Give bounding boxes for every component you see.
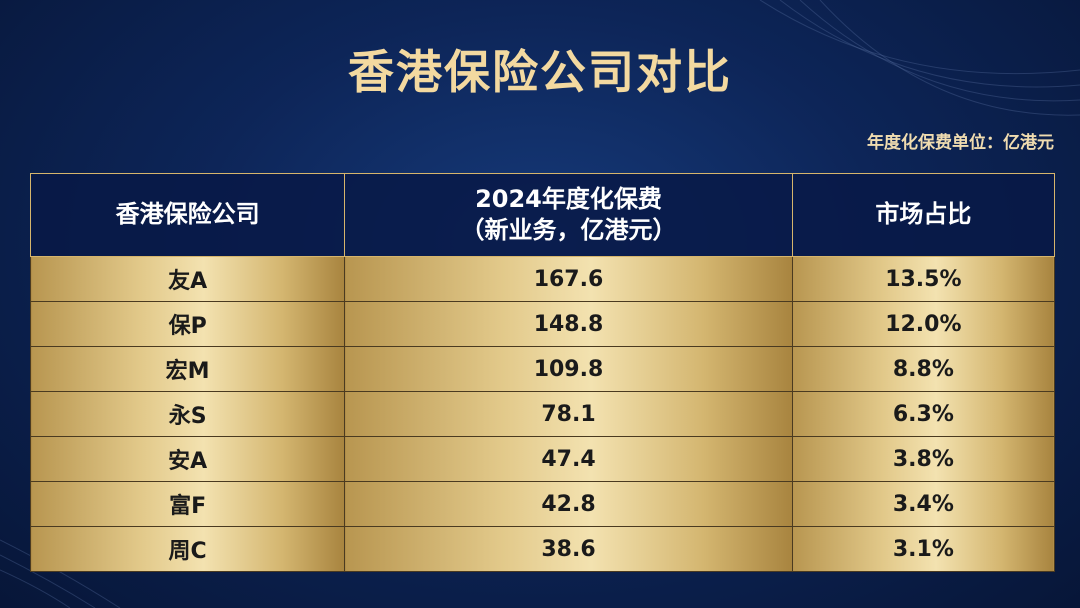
- column-header: 香港保险公司: [29, 173, 346, 257]
- table-cell: 3.8%: [791, 436, 1056, 482]
- comparison-table: 香港保险公司 2024年度化保费 （新业务，亿港元） 市场占比 友A 167.6 13.5…: [29, 173, 1056, 572]
- table-cell: 12.0%: [791, 301, 1056, 347]
- table-cell: 安A: [29, 436, 346, 482]
- table-cell: 富F: [29, 481, 346, 527]
- table-cell: 周C: [29, 526, 346, 572]
- title: 香港保险公司对比: [348, 45, 732, 99]
- table-cell: 6.3%: [791, 391, 1056, 437]
- table-row: 永S 78.1 6.3%: [29, 391, 1056, 437]
- table-cell: 保P: [29, 301, 346, 347]
- column-header: 2024年度化保费 （新业务，亿港元）: [344, 173, 793, 257]
- table-row: 友A 167.6 13.5%: [29, 256, 1056, 302]
- table-body: 友A 167.6 13.5% 保P 148.8 12.0% 宏M 109.8 8.8% 永S 78.…: [29, 256, 1056, 572]
- table-cell: 42.8: [344, 481, 793, 527]
- table-cell: 167.6: [344, 256, 793, 302]
- table-cell: 38.6: [344, 526, 793, 572]
- header-row: 香港保险公司 2024年度化保费 （新业务，亿港元） 市场占比: [29, 173, 1056, 257]
- header-line: 市场占比: [875, 200, 972, 229]
- table-cell: 3.1%: [791, 526, 1056, 572]
- table-cell: 109.8: [344, 346, 793, 392]
- table-cell: 友A: [29, 256, 346, 302]
- unit-note: 年度化保费单位：亿港元: [867, 133, 1054, 153]
- table-cell: 3.4%: [791, 481, 1056, 527]
- table-row: 富F 42.8 3.4%: [29, 481, 1056, 527]
- header-line: 香港保险公司: [115, 200, 260, 229]
- table-cell: 148.8: [344, 301, 793, 347]
- table-row: 保P 148.8 12.0%: [29, 301, 1056, 347]
- table-cell: 宏M: [29, 346, 346, 392]
- table-row: 周C 38.6 3.1%: [29, 526, 1056, 572]
- header-line: 2024年度化保费: [475, 184, 662, 213]
- table-row: 宏M 109.8 8.8%: [29, 346, 1056, 392]
- table-cell: 47.4: [344, 436, 793, 482]
- table-row: 安A 47.4 3.8%: [29, 436, 1056, 482]
- table-cell: 8.8%: [791, 346, 1056, 392]
- table-cell: 永S: [29, 391, 346, 437]
- header-line: （新业务，亿港元）: [460, 216, 677, 244]
- table-cell: 78.1: [344, 391, 793, 437]
- table-cell: 13.5%: [791, 256, 1056, 302]
- column-header: 市场占比: [791, 173, 1056, 257]
